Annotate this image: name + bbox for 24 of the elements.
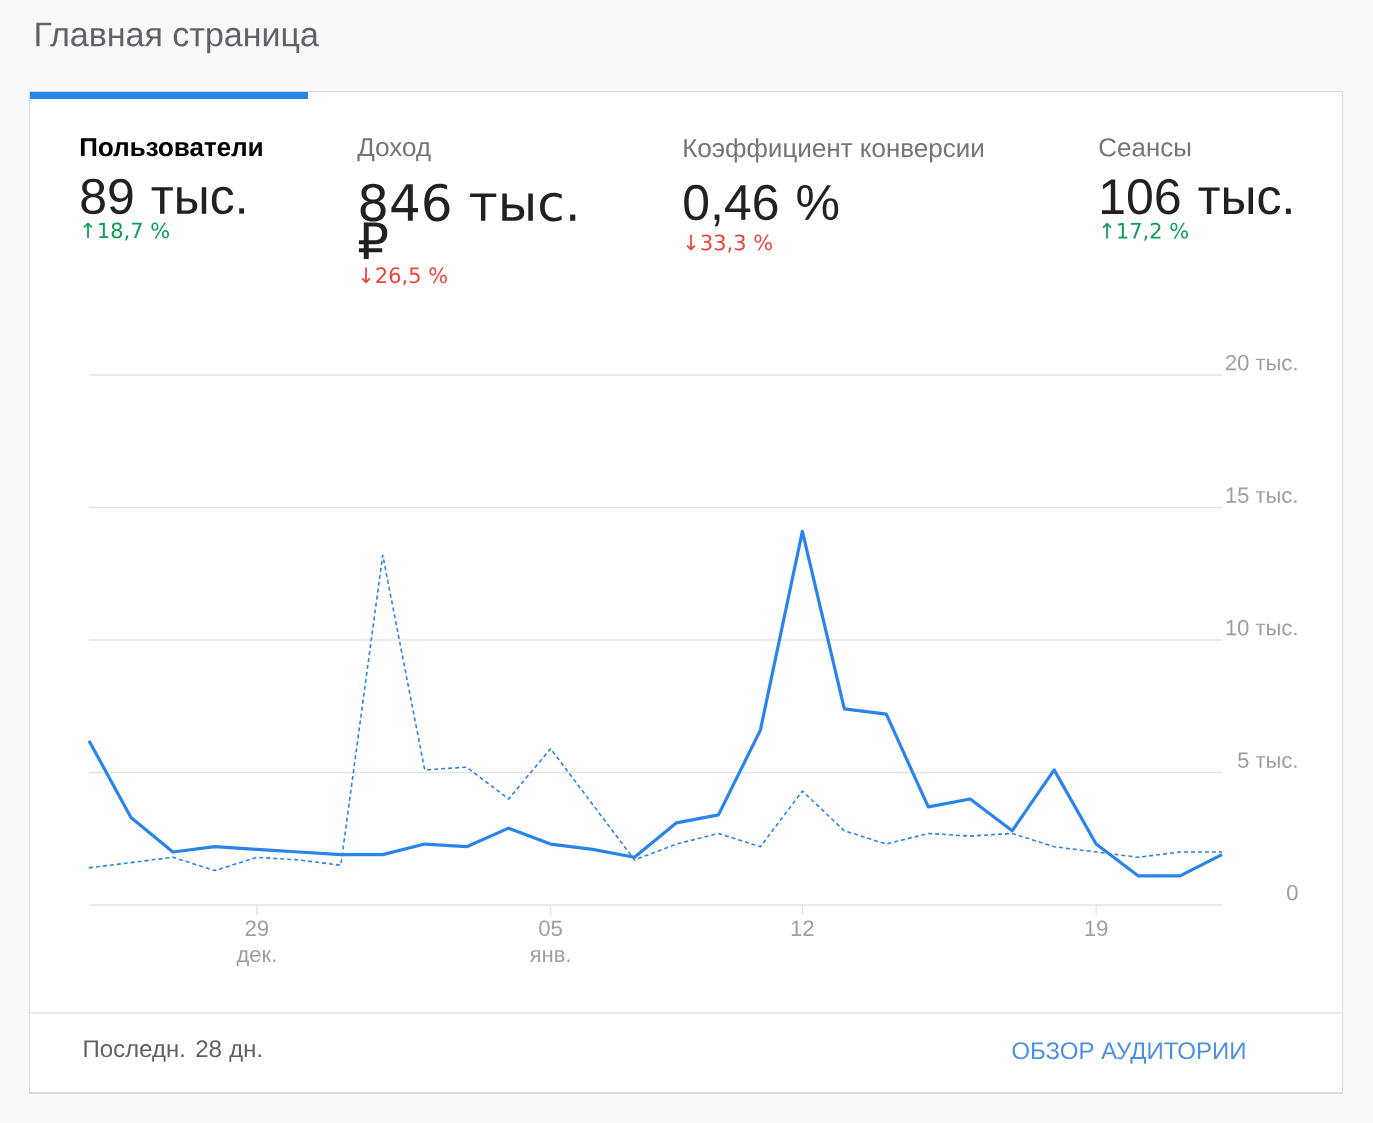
x-tick-label: 29 дек. bbox=[236, 920, 276, 967]
text: ↑17,2 % bbox=[1102, 222, 1189, 241]
text: Пользователи bbox=[80, 138, 262, 157]
text: ↑18,7 % bbox=[83, 222, 169, 241]
text: Последн. 28 дн. bbox=[84, 1040, 261, 1062]
text: 89 тыс. bbox=[81, 178, 244, 215]
y-tick-label: 15 тыс. bbox=[1226, 487, 1297, 503]
text: Доход bbox=[357, 138, 431, 162]
text: Главная страница bbox=[36, 22, 319, 54]
text: ОБЗОР АУДИТОРИИ bbox=[1012, 1042, 1245, 1064]
y-tick-label: 0 bbox=[1287, 884, 1298, 901]
text: 106 тыс. bbox=[1102, 179, 1291, 215]
y-tick-label: 5 тыс. bbox=[1238, 752, 1297, 768]
text: 0,46 % bbox=[684, 184, 839, 227]
text: Коэффициент конверсии bbox=[684, 138, 983, 163]
text: Сеансы bbox=[1099, 138, 1191, 157]
text: ↓26,5 % bbox=[361, 267, 448, 286]
y-tick-label: 10 тыс. bbox=[1226, 619, 1297, 636]
x-tick-label: 05 янв. bbox=[529, 920, 570, 962]
x-tick-label: 12 bbox=[791, 920, 814, 936]
y-tick-label: 20 тыс. bbox=[1226, 354, 1297, 371]
text: ↓33,3 % bbox=[686, 234, 773, 253]
text: 846 тыс. ₽ bbox=[358, 183, 576, 259]
x-tick-label: 19 bbox=[1085, 920, 1108, 937]
